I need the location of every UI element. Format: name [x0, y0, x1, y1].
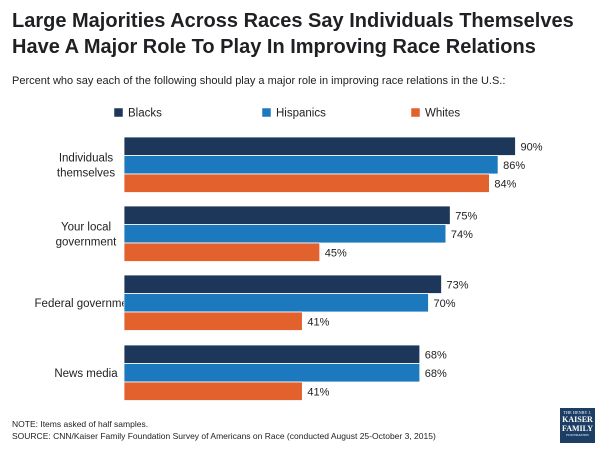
legend-label-blacks: Blacks	[128, 108, 162, 120]
bar-blacks	[123, 205, 451, 225]
chart-title: Large Majorities Across Races Say Indivi…	[12, 10, 574, 58]
logo-line-3: FOUNDATION	[566, 433, 589, 437]
bar-blacks	[123, 344, 421, 364]
value-label: 84%	[494, 178, 516, 190]
value-label: 68%	[425, 368, 447, 380]
note-text: NOTE: Items asked of half samples.	[12, 419, 149, 429]
legend-label-hispanics: Hispanics	[276, 108, 326, 120]
bar-whites	[123, 381, 303, 401]
category-label: Federal government	[35, 298, 139, 310]
legend-swatch-hispanics	[261, 107, 272, 118]
legend-label-whites: Whites	[425, 108, 460, 120]
bar-hispanics	[123, 155, 499, 175]
logo-line-2a: KAISER	[562, 415, 593, 424]
chart-subtitle: Percent who say each of the following sh…	[12, 75, 506, 87]
category-label: themselves	[57, 167, 115, 179]
value-label: 86%	[503, 160, 525, 172]
bar-hispanics	[123, 293, 429, 313]
value-label: 70%	[434, 298, 456, 310]
legend-swatch-whites	[410, 107, 421, 118]
value-label: 41%	[307, 316, 329, 328]
value-label: 45%	[325, 247, 347, 259]
bar-hispanics	[123, 224, 447, 244]
value-label: 74%	[451, 229, 473, 241]
category-label: Individuals	[59, 152, 114, 164]
bar-whites	[123, 311, 303, 331]
category-label: Your local	[61, 221, 111, 233]
category-label: government	[56, 236, 118, 248]
bar-blacks	[123, 136, 516, 156]
bar-whites	[123, 242, 321, 262]
bar-hispanics	[123, 363, 421, 383]
value-label: 90%	[521, 141, 543, 153]
value-label: 41%	[307, 386, 329, 398]
value-label: 68%	[425, 349, 447, 361]
value-label: 75%	[455, 210, 477, 222]
source-text: SOURCE: CNN/Kaiser Family Foundation Sur…	[12, 431, 436, 441]
logo-line-1: THE HENRY J.	[563, 410, 592, 415]
value-label: 73%	[447, 279, 469, 291]
bar-whites	[123, 173, 490, 193]
category-label: News media	[54, 368, 118, 380]
logo-line-2b: FAMILY	[561, 424, 594, 433]
legend-swatch-blacks	[113, 107, 124, 118]
kff-logo: THE HENRY J. KAISER FAMILY FOUNDATION	[560, 408, 595, 443]
bar-blacks	[123, 274, 442, 294]
